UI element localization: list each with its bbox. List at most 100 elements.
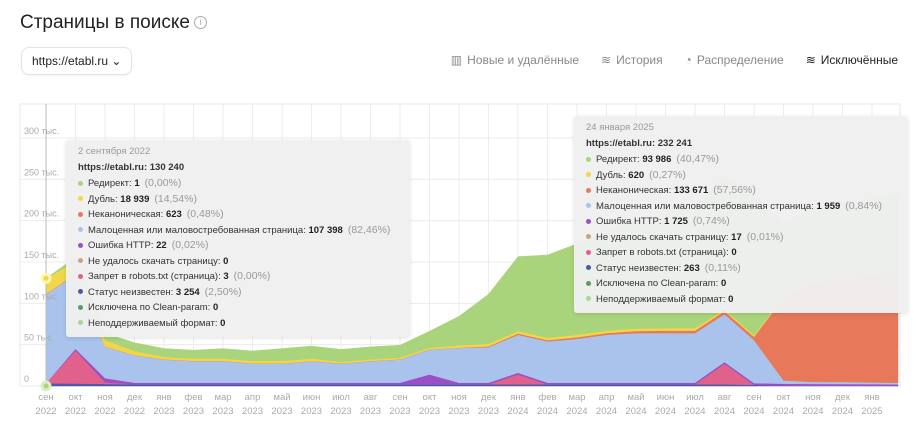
tooltip-row-value: 93 986 <box>642 154 672 165</box>
x-tick-year: 2023 <box>330 406 351 417</box>
x-tick-month: май <box>273 392 290 403</box>
tooltip-row-label: Исключена по Clean-param: <box>88 302 213 313</box>
x-tick-month: дек <box>481 392 497 403</box>
tooltip-row-value: 3 <box>223 271 229 282</box>
x-tick-year: 2023 <box>301 406 322 417</box>
tooltip-row-value: 0 <box>212 302 219 313</box>
tooltip-row-percent: (57,56%) <box>713 184 756 196</box>
info-icon[interactable]: i <box>193 16 207 30</box>
x-tick-year: 2022 <box>124 406 145 417</box>
x-tick-year: 2024 <box>802 406 823 417</box>
page-title-text: Страницы в поиске <box>20 12 190 33</box>
tooltip-row-value: 0 <box>223 255 229 267</box>
legend-dot-icon <box>586 280 591 286</box>
tooltip-date: 24 января 2025 <box>586 122 654 133</box>
tooltip-row: Статус неизвестен: 3 254 (2,50%) <box>78 285 398 301</box>
tooltip-row-percent: (0,84%) <box>845 199 883 212</box>
hover-marker-redirect <box>40 380 52 392</box>
tooltip-row-label: Ошибка HTTP: <box>88 240 157 251</box>
tab-new-deleted[interactable]: ▥ Новые и удалённые <box>451 53 579 67</box>
pie-chart-icon: ◔ <box>684 53 692 67</box>
x-tick-month: мар <box>568 392 585 403</box>
x-tick-year: 2024 <box>714 406 735 417</box>
tooltip-row-percent: (2,50%) <box>204 285 242 298</box>
x-tick-year: 2024 <box>773 406 794 417</box>
x-tick-year: 2024 <box>537 406 558 417</box>
tooltip-row: Неканоническая: 133 671 (57,56%) <box>586 183 896 199</box>
x-tick-month: авг <box>364 392 378 403</box>
tooltip-row-percent: (0,02%) <box>171 239 209 251</box>
legend-dot-icon <box>78 180 83 186</box>
tooltip-row: Малоценная или маловостребованная страни… <box>586 199 896 215</box>
x-tick-month: сен <box>746 392 761 403</box>
tooltip-row: Дубль: 18 939 (14,54%) <box>78 192 398 208</box>
tab-distribution[interactable]: ◔ Распределение <box>685 53 784 67</box>
chevron-down-icon: ⌄ <box>111 54 122 68</box>
site-select-value: https://etabl.ru <box>32 54 109 68</box>
tooltip-row: Неканоническая: 623 (0,48%) <box>78 207 398 223</box>
tooltip-row-value: 22 <box>156 240 167 251</box>
x-tick-year: 2023 <box>478 406 499 417</box>
x-tick-year: 2024 <box>655 406 676 417</box>
tooltip-row-label: Неподдерживаемый формат: <box>596 293 729 305</box>
site-select[interactable]: https://etabl.ru ⌄ <box>21 47 133 75</box>
y-tick-label: 0 <box>24 374 29 384</box>
tooltip-row: Запрет в robots.txt (страница): 3 (0,00%) <box>78 269 398 285</box>
legend-dot-icon <box>586 156 591 162</box>
x-tick-month: сен <box>38 392 53 403</box>
stacked-area-icon: ≋ <box>601 53 612 67</box>
x-tick-month: ноя <box>451 392 467 403</box>
view-tabs: ▥ Новые и удалённые ≋ История ◔ Распределен… <box>451 53 898 67</box>
x-tick-year: 2023 <box>271 406 292 417</box>
x-tick-year: 2025 <box>861 406 882 417</box>
tooltip-row-value: 0 <box>220 317 226 329</box>
x-tick-month: май <box>627 392 644 403</box>
tooltip-row-percent: (0,27%) <box>649 168 686 181</box>
x-tick-month: июн <box>657 392 675 403</box>
x-tick-month: апр <box>245 392 261 403</box>
y-tick-label: 50 тыс. <box>24 333 54 343</box>
tooltip-row: Не удалось скачать страницу: 0 <box>78 254 398 270</box>
tooltip-row: Исключена по Clean-param: 0 <box>586 276 896 292</box>
legend-dot-icon <box>586 249 591 255</box>
tooltip-row-value: 1 725 <box>664 216 688 227</box>
x-tick-year: 2024 <box>566 406 587 417</box>
tooltip-row-label: Исключена по Clean-param: <box>596 278 721 289</box>
x-tick-month: фев <box>184 392 202 403</box>
tooltip-row-label: Редирект: <box>596 154 643 165</box>
tooltip-row: Ошибка HTTP: 22 (0,02%) <box>78 238 398 254</box>
page-title: Страницы в поиске i <box>20 12 207 34</box>
y-tick-label: 250 тыс. <box>24 167 59 177</box>
tooltip-row: Исключена по Clean-param: 0 <box>78 300 398 316</box>
tooltip-row: Малоценная или маловостребованная страни… <box>78 223 398 239</box>
tooltip-sep-2022: 2 сентября 2022 https://etabl.ru: 130 240… <box>66 140 410 337</box>
x-tick-month: окт <box>777 392 792 403</box>
tooltip-row-percent: (0,01%) <box>746 230 784 243</box>
x-tick-year: 2022 <box>65 406 86 417</box>
x-tick-month: ноя <box>805 392 821 403</box>
tooltip-row-label: Дубль: <box>596 169 629 181</box>
x-tick-year: 2024 <box>625 406 646 417</box>
x-tick-month: июн <box>303 392 321 403</box>
tab-history[interactable]: ≋ История <box>601 53 663 67</box>
tab-excluded[interactable]: ≋ Исключённые <box>806 53 898 67</box>
legend-dot-icon <box>586 234 591 240</box>
tooltip-row-percent: (0,74%) <box>692 215 730 227</box>
bar-chart-icon: ▥ <box>450 53 463 67</box>
tooltip-row-label: Неподдерживаемый формат: <box>88 317 221 329</box>
tooltip-row-value: 263 <box>683 262 700 274</box>
x-tick-year: 2024 <box>507 406 528 417</box>
x-tick-year: 2023 <box>448 406 469 417</box>
tooltip-jan-2025: 24 января 2025 https://etabl.ru: 232 241 Р… <box>574 116 908 313</box>
tooltip-row-value: 1 <box>134 178 140 189</box>
legend-dot-icon <box>586 187 591 193</box>
x-tick-month: апр <box>599 392 615 403</box>
x-tick-month: июл <box>686 392 704 403</box>
legend-dot-icon <box>78 273 83 279</box>
tooltip-row: Редирект: 93 986 (40,47%) <box>586 152 896 168</box>
tooltip-row-label: Неканоническая: <box>88 209 166 220</box>
tab-label: История <box>616 53 663 67</box>
x-tick-month: ноя <box>97 392 113 403</box>
tooltip-total: https://etabl.ru: 130 240 <box>78 162 185 173</box>
